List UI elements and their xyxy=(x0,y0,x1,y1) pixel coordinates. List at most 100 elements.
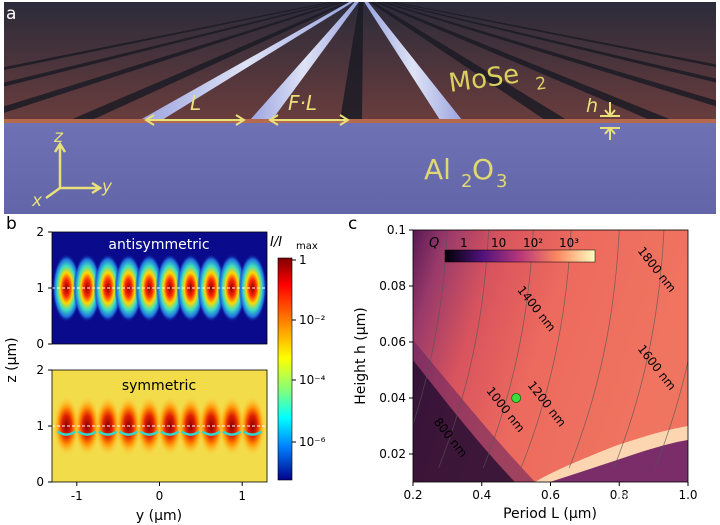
panel-b-xtick-label: 0 xyxy=(156,489,164,503)
antisymmetric-lobe xyxy=(197,254,226,322)
panel-b-ytick-label: 1 xyxy=(36,419,44,433)
symmetric-node-arc xyxy=(118,430,139,436)
antisymmetric-lobe xyxy=(176,254,205,322)
panel-c-ytick-label: 0.06 xyxy=(379,335,406,349)
svg-text:3: 3 xyxy=(496,171,507,192)
grating-ridge xyxy=(340,2,364,120)
panel-c-cbar-tick-label: 1 xyxy=(460,236,468,250)
axis-z-label: z xyxy=(53,127,64,147)
symmetric-node-arc xyxy=(77,430,97,436)
watermark: 知乎 @光学子 xyxy=(580,489,675,507)
height-label: h xyxy=(586,95,598,117)
wavelength-contour xyxy=(413,230,448,426)
fill-dimension xyxy=(268,114,350,126)
symmetric-node-arc xyxy=(201,430,221,436)
antisymmetric-lobe xyxy=(52,254,81,322)
symmetric-node-arc xyxy=(139,430,159,436)
svg-text:2: 2 xyxy=(461,171,472,192)
panel-c-xtick-label: 1.0 xyxy=(678,488,697,502)
al2o3-label: Al 2 O 3 xyxy=(424,153,507,192)
panel-b-cbar-tick-label: 1 xyxy=(299,253,307,267)
svg-text:I/I: I/I xyxy=(270,235,282,250)
panel-c-ylabel: Height h (μm) xyxy=(353,307,369,405)
panel-c-ytick-label: 0.08 xyxy=(379,279,406,293)
symmetric-node-arc xyxy=(56,430,77,436)
antisymmetric-heatmap xyxy=(52,232,267,344)
grating-ridge xyxy=(380,2,716,107)
symmetric-node-arc xyxy=(160,430,180,436)
panel-b-cbar-tick-label: 10⁻² xyxy=(299,313,326,327)
mose2-film-edge xyxy=(4,119,716,123)
symmetric-node-arc xyxy=(180,430,201,436)
panel-c-xtick-label: 0.6 xyxy=(541,488,560,502)
panel-c-colorbar xyxy=(444,249,596,263)
panel-c-xtick-label: 0.2 xyxy=(403,488,422,502)
panel-a-schematic: L F·L h MoSe 2 Al 2 O 3 z y x xyxy=(4,2,716,214)
symmetric-lobe xyxy=(177,396,204,456)
svg-text:2: 2 xyxy=(534,74,548,95)
grating-ridge xyxy=(4,2,334,71)
fill-label: F·L xyxy=(288,91,317,115)
svg-text:Al: Al xyxy=(424,153,451,186)
period-label: L xyxy=(190,91,201,115)
panel-b-letter: b xyxy=(6,214,17,234)
symmetric-lobe xyxy=(218,396,245,456)
panel-b-colorbar-label: I/I max xyxy=(270,235,318,252)
symmetric-node-arc xyxy=(98,430,118,436)
svg-text:O: O xyxy=(472,153,494,186)
panel-b-ylabel: z (μm) xyxy=(4,337,20,382)
panel-b-ytick-label: 2 xyxy=(36,363,44,377)
grating-ridge xyxy=(364,2,462,120)
panel-c-cbar-tick-label: 10³ xyxy=(559,236,579,250)
panel-c-ytick-label: 0.02 xyxy=(379,447,406,461)
panel-b-ytick-label: 2 xyxy=(36,225,44,239)
grating-ridge xyxy=(369,2,567,120)
panel-c-xlabel: Period L (μm) xyxy=(503,506,597,522)
panel-c-xtick-label: 0.4 xyxy=(472,488,491,502)
panel-c-cbar-tick-label: 10² xyxy=(523,236,543,250)
grating-ridge xyxy=(374,2,672,120)
panel-b-ytick-label: 0 xyxy=(36,475,44,489)
symmetric-heatmap xyxy=(52,370,267,482)
panel-b-figure: antisymmetric symmetric 0 1 2 0 1 2 -1 0 1 z (μm… xyxy=(4,225,326,524)
symmetric-lobe xyxy=(53,396,80,456)
axis-y-label: y xyxy=(101,177,113,197)
q-factor-map xyxy=(413,230,688,482)
wavelength-contour xyxy=(568,230,620,469)
symmetric-node-arc xyxy=(222,430,242,436)
panel-c-ytick-label: 0.1 xyxy=(387,223,406,237)
grating-ridge xyxy=(4,2,339,87)
grating-ridge xyxy=(391,2,716,68)
antisymmetric-title: antisymmetric xyxy=(108,237,209,253)
panel-c-cbar-tick-label: 10 xyxy=(491,236,506,250)
panel-a-letter: a xyxy=(6,4,17,24)
substrate xyxy=(4,123,716,214)
grating-ridge xyxy=(140,2,354,120)
wavelength-contour xyxy=(520,230,572,469)
panel-b-ytick-label: 0 xyxy=(36,337,44,351)
panel-b-cbar-tick-label: 10⁻⁴ xyxy=(299,373,326,387)
panel-b-ytick-label: 1 xyxy=(36,281,44,295)
grating-ridge xyxy=(250,2,359,120)
symmetric-lobe xyxy=(198,396,225,456)
period-dimension xyxy=(144,114,246,126)
wavelength-contour xyxy=(438,230,490,469)
panel-c-colorbar-label: Q xyxy=(429,236,439,251)
height-dimension xyxy=(600,102,620,140)
design-point-marker xyxy=(511,393,522,403)
coordinate-axes xyxy=(45,141,103,200)
svg-text:max: max xyxy=(296,241,318,252)
panel-b-cbar-tick-label: 10⁻⁶ xyxy=(299,435,326,449)
wavelength-contour xyxy=(613,230,665,469)
symmetric-node-arc xyxy=(242,430,263,436)
panel-c-xtick-label: 0.8 xyxy=(610,488,629,502)
symmetric-title: symmetric xyxy=(122,378,196,394)
panel-c-ytick-label: 0.04 xyxy=(379,391,406,405)
grating-ridge xyxy=(385,2,716,83)
antisymmetric-lobe xyxy=(217,254,246,322)
wavelength-contour xyxy=(482,230,534,469)
wavelength-contour xyxy=(654,359,688,469)
panel-b-colorbar xyxy=(277,257,293,481)
axis-x-label: x xyxy=(31,191,43,211)
